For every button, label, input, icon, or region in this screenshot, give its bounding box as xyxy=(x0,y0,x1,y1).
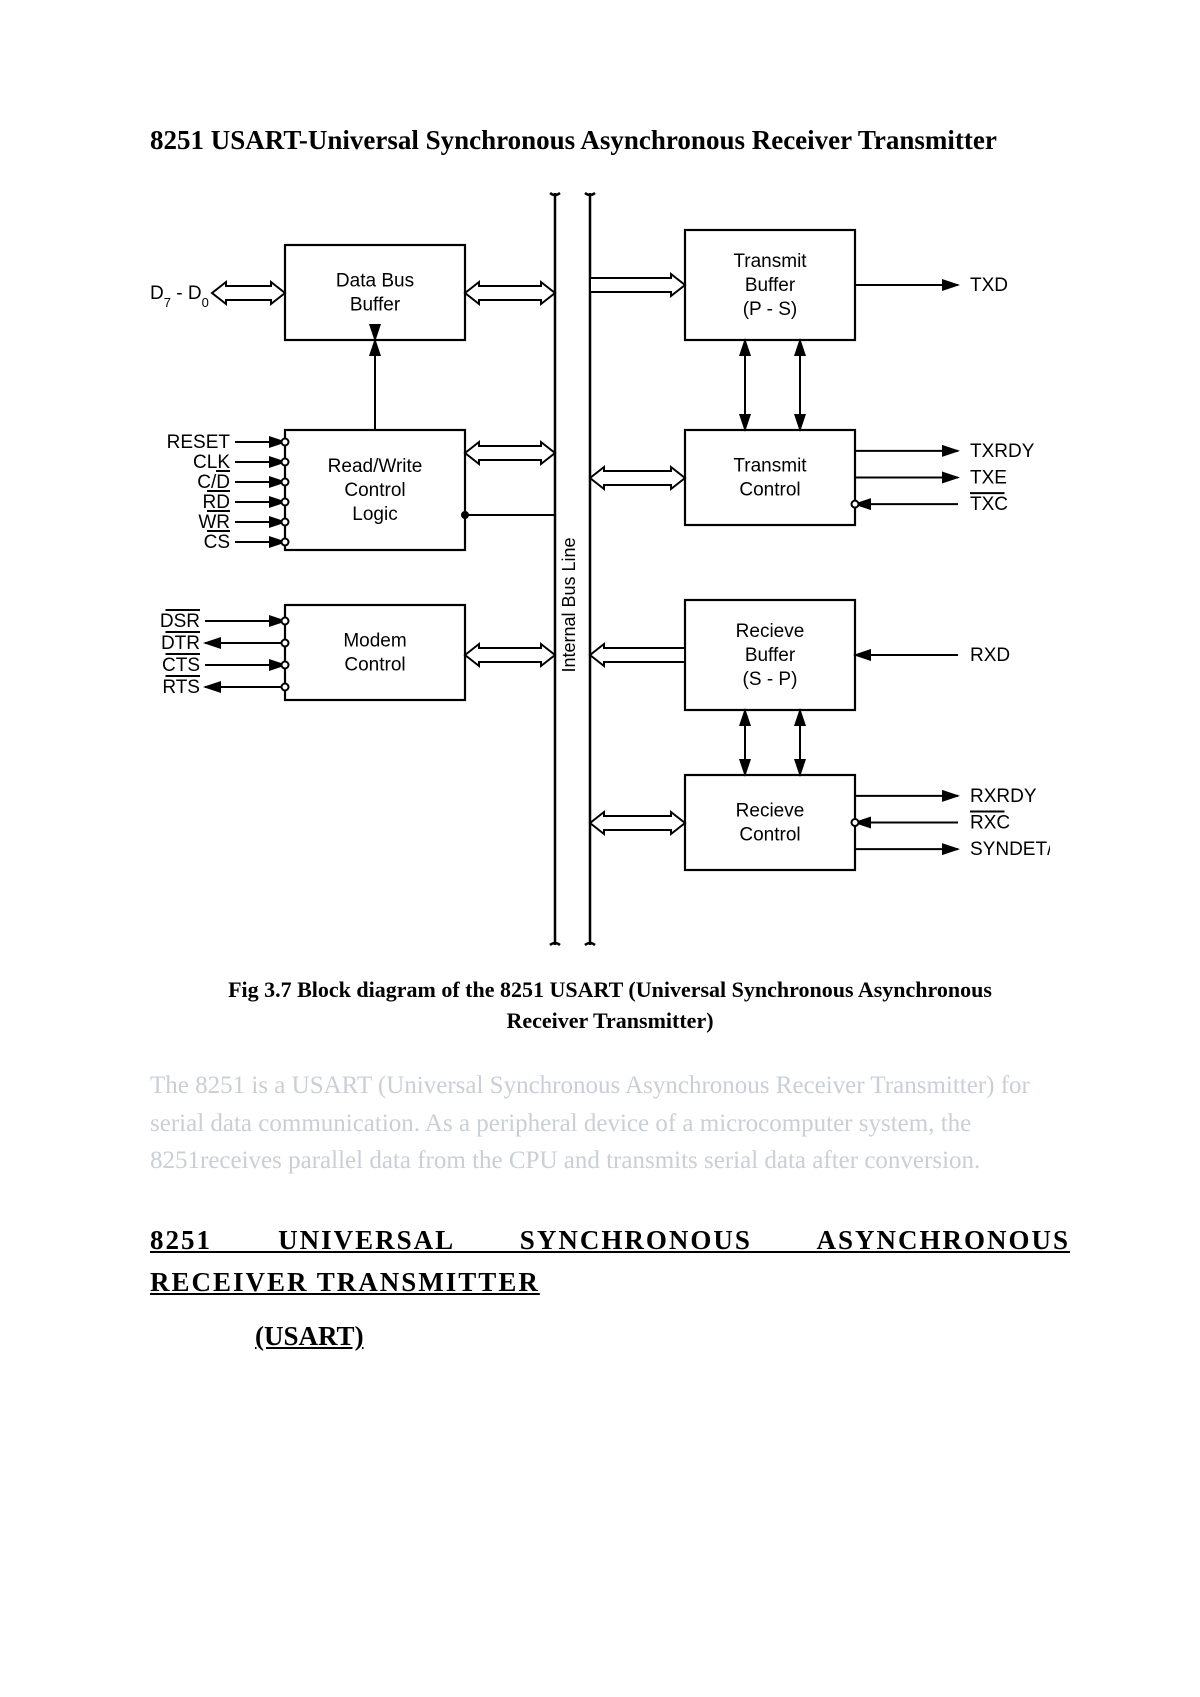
svg-text:Modem: Modem xyxy=(343,630,406,651)
signal-rxrdy: RXRDY xyxy=(970,785,1037,806)
svg-text:Read/Write: Read/Write xyxy=(328,456,423,477)
block-rwlogic: Read/Write Control Logic xyxy=(285,430,465,550)
signal-d7-d0: D7 - D0 xyxy=(150,283,209,310)
svg-text:Control: Control xyxy=(739,824,800,845)
intro-paragraph: The 8251 is a USART (Universal Synchrono… xyxy=(150,1067,1070,1180)
section-heading-sub: (USART) xyxy=(255,1321,1070,1352)
signal-txe: TXE xyxy=(970,467,1007,488)
signal-wr: WR xyxy=(198,512,230,533)
svg-text:Control: Control xyxy=(739,479,800,500)
svg-text:Recieve: Recieve xyxy=(736,800,805,821)
signal-clk: CLK xyxy=(193,452,230,473)
signal-rxd: RXD xyxy=(970,645,1010,666)
svg-text:Buffer: Buffer xyxy=(745,275,796,296)
signal-syndet-bd: SYNDET/BD xyxy=(970,839,1050,860)
svg-text:Buffer: Buffer xyxy=(745,645,796,666)
block-rxbuf: Recieve Buffer (S - P) xyxy=(685,600,855,710)
svg-text:Recieve: Recieve xyxy=(736,621,805,642)
block-modem: Modem Control xyxy=(285,605,465,700)
signal-dtr: DTR xyxy=(161,633,200,654)
svg-text:Transmit: Transmit xyxy=(733,251,807,272)
signal-reset: RESET xyxy=(167,432,231,453)
svg-text:(P - S): (P - S) xyxy=(743,299,798,320)
usart-block-diagram: Internal Bus Line Data Bus Buffer Read/Wri… xyxy=(150,185,1050,960)
block-rxctl: Recieve Control xyxy=(685,775,855,870)
signal-c-d: C/D xyxy=(197,472,230,493)
signal-txc: TXC xyxy=(970,494,1008,515)
signal-rxc: RXC xyxy=(970,812,1010,833)
section-heading-line2: RECEIVER TRANSMITTER xyxy=(150,1262,1070,1304)
figure-caption: Fig 3.7 Block diagram of the 8251 USART … xyxy=(200,974,1020,1038)
svg-text:Logic: Logic xyxy=(352,504,397,525)
svg-text:Control: Control xyxy=(344,654,405,675)
page-title: 8251 USART-Universal Synchronous Asynchr… xyxy=(150,120,1070,161)
block-txctl: Transmit Control xyxy=(685,430,855,525)
bus-label: Internal Bus Line xyxy=(559,537,579,672)
svg-text:Control: Control xyxy=(344,480,405,501)
svg-text:Data Bus: Data Bus xyxy=(336,270,414,291)
block-txbuf: Transmit Buffer (P - S) xyxy=(685,230,855,340)
signal-dsr: DSR xyxy=(160,611,200,632)
signal-txd: TXD xyxy=(970,275,1008,296)
block-databus: Data Bus Buffer xyxy=(285,245,465,340)
svg-text:(S - P): (S - P) xyxy=(743,669,798,690)
svg-text:Buffer: Buffer xyxy=(350,294,401,315)
signal-cts: CTS xyxy=(162,655,200,676)
signal-txrdy: TXRDY xyxy=(970,440,1035,461)
section-heading-line1: 8251 UNIVERSAL SYNCHRONOUS ASYNCHRONOUS xyxy=(150,1220,1070,1262)
signal-rts: RTS xyxy=(162,677,200,698)
svg-text:Transmit: Transmit xyxy=(733,455,807,476)
signal-rd: RD xyxy=(203,492,230,513)
signal-cs: CS xyxy=(204,532,230,553)
